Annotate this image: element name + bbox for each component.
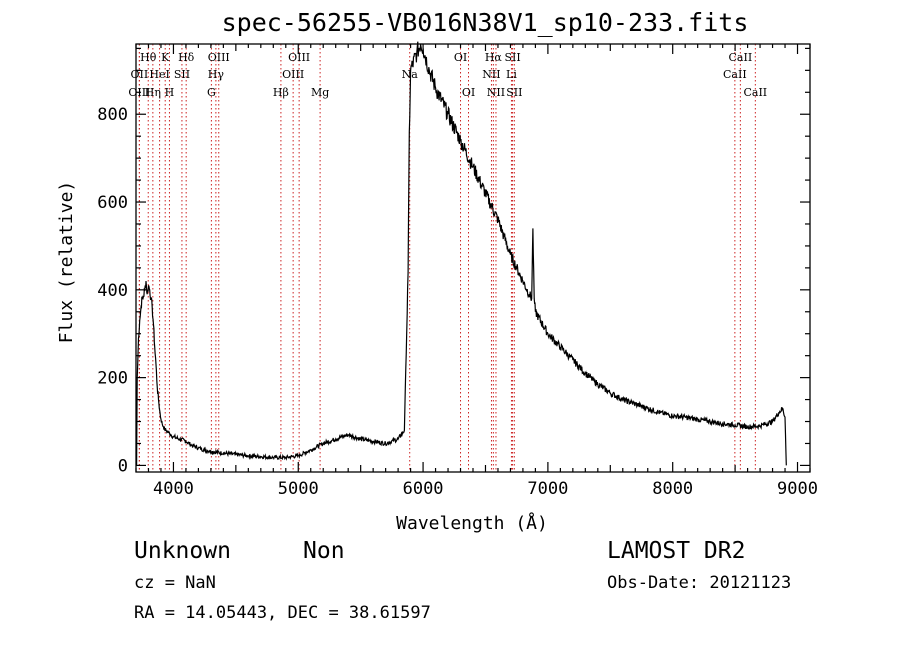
line-label: OI [462, 86, 475, 99]
y-tick-label: 400 [97, 281, 128, 301]
y-tick-label: 0 [118, 456, 128, 476]
class-label: Unknown [134, 538, 231, 564]
tick-labels: 4000 5000 6000 7000 8000 9000 0 200 400 600 800 [97, 105, 818, 499]
line-label: HeI [149, 68, 169, 81]
line-label: NII [487, 86, 505, 99]
coordinates-text: RA = 14.05443, DEC = 38.61597 [134, 603, 431, 623]
line-label: Hβ [273, 86, 289, 99]
line-label: K [161, 51, 170, 64]
line-markers [138, 44, 756, 472]
line-label: OIII [128, 86, 150, 99]
x-tick-label: 8000 [652, 479, 693, 499]
line-label: Hγ [208, 68, 225, 81]
line-label: SII [506, 86, 522, 99]
line-label: CaII [723, 68, 747, 81]
x-tick-label: 9000 [777, 479, 818, 499]
line-label: H [165, 86, 175, 99]
line-label: OIII [282, 68, 304, 81]
y-tick-label: 200 [97, 369, 128, 389]
spectrum-line [136, 41, 787, 466]
line-label: NII [482, 68, 500, 81]
survey-label: LAMOST DR2 [607, 538, 746, 564]
line-label: Na [402, 68, 419, 81]
line-label: Hθ [140, 51, 157, 64]
line-label: OII [131, 68, 149, 81]
line-label: CaII [743, 86, 767, 99]
x-tick-label: 7000 [527, 479, 568, 499]
x-tick-label: 6000 [403, 479, 444, 499]
line-label: OIII [288, 51, 310, 64]
y-tick-label: 600 [97, 193, 128, 213]
x-axis-label: Wavelength (Å) [396, 512, 548, 534]
obs-date-text: Obs-Date: 20121123 [607, 573, 792, 593]
y-tick-label: 800 [97, 105, 128, 125]
line-label: Hα [485, 51, 503, 64]
x-tick-label: 5000 [278, 479, 319, 499]
x-tick-label: 4000 [153, 479, 194, 499]
redshift-text: cz = NaN [134, 573, 216, 593]
line-label: OI [454, 51, 467, 64]
y-axis-label: Flux (relative) [56, 181, 77, 344]
line-label: OIII [208, 51, 230, 64]
plot-frame [135, 43, 811, 473]
line-label: Hη [145, 86, 161, 99]
chart-title: spec-56255-VB016N38V1_sp10-233.fits [221, 8, 749, 37]
line-label: Li [506, 68, 517, 81]
line-label: SII [504, 51, 520, 64]
subclass-label: Non [303, 538, 345, 564]
line-label: Hδ [178, 51, 195, 64]
line-label: Mg [311, 86, 329, 99]
line-label: SII [174, 68, 190, 81]
line-label: G [207, 86, 216, 99]
line-label: CaII [729, 51, 753, 64]
axis-ticks [135, 44, 811, 472]
